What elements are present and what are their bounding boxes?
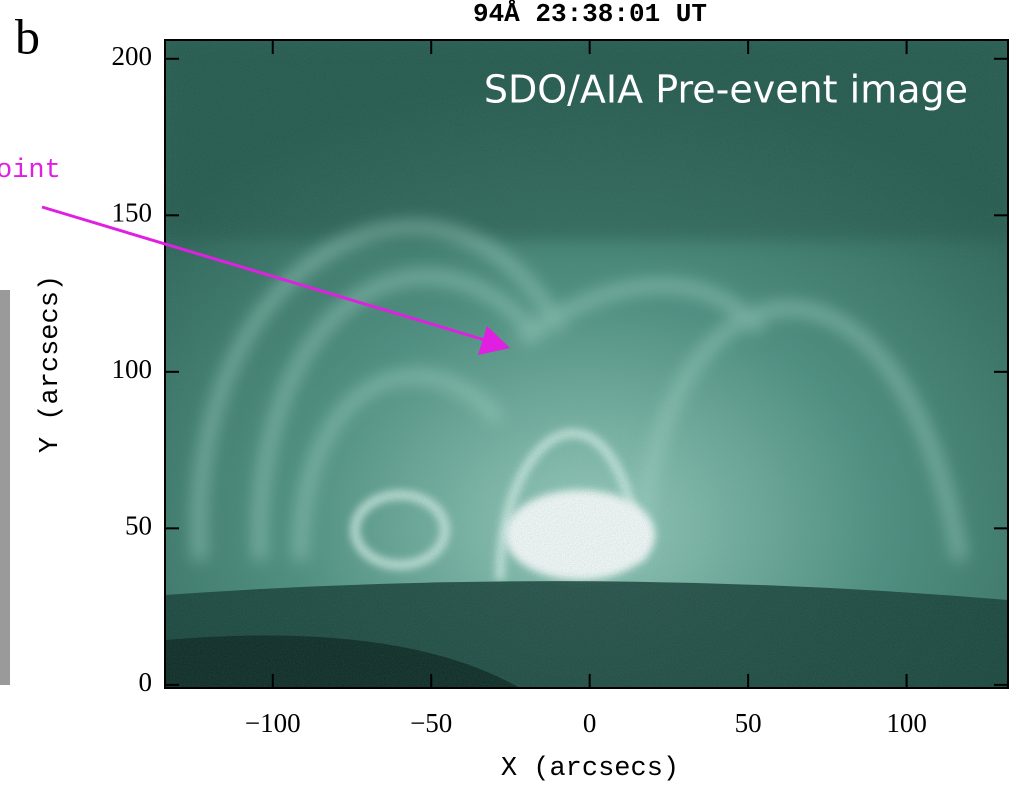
chart-title: 94Å 23:38:01 UT (473, 0, 707, 29)
x-tick-label: 100 (886, 708, 927, 738)
y-tick-label: 50 (125, 511, 152, 541)
neighbour-panel (0, 290, 10, 685)
arrow (41, 205, 510, 355)
plot-frame (164, 39, 1009, 689)
y-tick-label: 100 (112, 354, 153, 384)
solar-image (165, 40, 1008, 688)
x-tick-label: −100 (245, 708, 301, 738)
y-tick-label: 200 (112, 41, 153, 71)
y-axis-label: Y (arcsecs) (36, 275, 66, 453)
x-tick-label: 0 (583, 708, 597, 738)
panel-label: b (15, 8, 40, 64)
x-tick-label: −50 (410, 708, 452, 738)
annotation: SDO/AIA Pre-event image (484, 68, 968, 112)
y-tick-label: 150 (112, 198, 153, 228)
y-tick-label: 0 (139, 667, 153, 697)
cropped-label: oint (0, 156, 61, 186)
x-tick-label: 50 (735, 708, 762, 738)
x-axis-label: X (arcsecs) (501, 754, 679, 784)
